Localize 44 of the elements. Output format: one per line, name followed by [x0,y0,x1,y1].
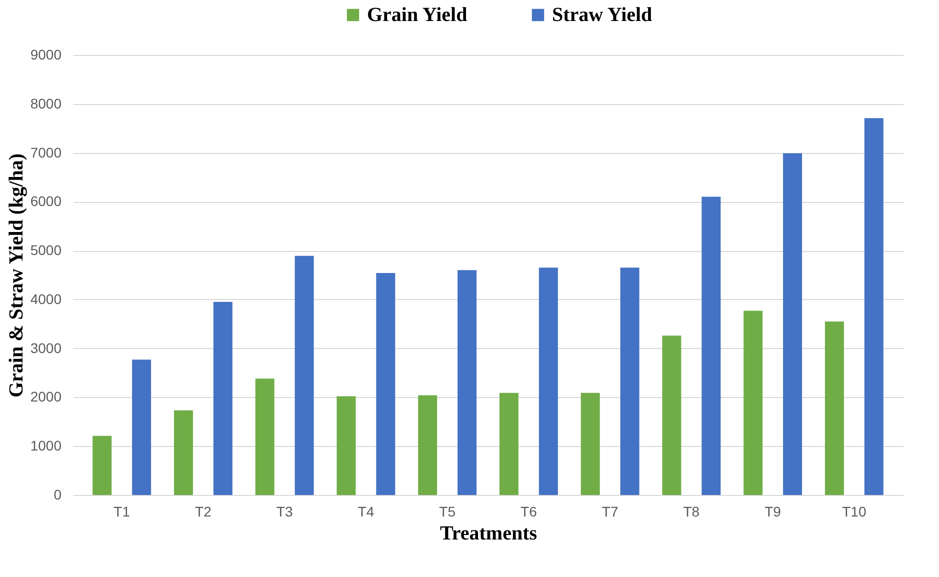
x-tick-label: T5 [439,504,456,520]
legend-label: Grain Yield [367,4,468,26]
bar [132,360,152,495]
bar [824,321,844,495]
bar [783,153,802,495]
x-tick-label: T10 [842,504,866,520]
y-tick-label: 3000 [30,340,62,356]
x-tick-label: T9 [764,504,782,520]
x-tick-label: T3 [276,504,293,520]
y-tick-label: 1000 [30,438,62,454]
bar [376,273,396,495]
bar [92,436,112,495]
y-tick-label: 2000 [30,388,62,405]
y-axis-title: Grain & Straw Yield (kg/ha) [5,153,28,398]
y-tick-label: 7000 [30,144,62,160]
x-tick-label: T8 [683,504,700,520]
x-tick-label: T2 [195,504,212,520]
bar [499,392,518,495]
bar [255,378,274,495]
bar [213,302,232,495]
bar [418,395,438,495]
y-tick-label: 9000 [30,46,62,62]
y-tick-label: 0 [54,486,62,502]
bar [458,270,477,495]
bar [864,118,884,495]
x-tick-label: T7 [602,504,618,520]
y-tick-label: 5000 [30,242,62,258]
x-tick-label: T4 [358,504,374,520]
bar [662,336,682,495]
bar [538,268,558,495]
bar [620,268,640,495]
x-tick-label: T6 [520,504,538,520]
bar [174,410,193,495]
bar [294,256,314,495]
bar [580,392,600,495]
x-tick-label: T1 [114,504,130,520]
y-tick-label: 4000 [30,290,62,307]
bar [702,196,721,495]
y-tick-label: 6000 [30,193,62,210]
x-axis-title: Treatments [440,522,538,544]
bar [336,396,356,495]
bar [744,310,763,495]
legend-label: Straw Yield [552,4,652,26]
y-tick-label: 8000 [30,95,62,112]
